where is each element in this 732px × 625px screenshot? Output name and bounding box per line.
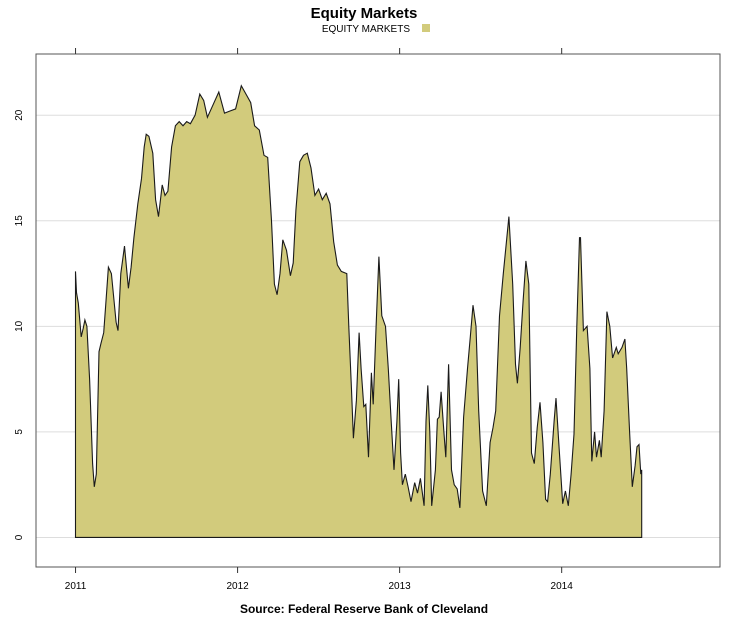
- y-tick-label: 0: [14, 534, 25, 540]
- y-tick-label: 5: [14, 429, 25, 435]
- series-area-equity-markets: [75, 85, 642, 538]
- y-tick-label: 10: [14, 320, 25, 332]
- chart-title: Equity Markets: [311, 5, 418, 22]
- plot-frame: [35, 53, 721, 568]
- legend-label: EQUITY MARKETS: [322, 24, 410, 35]
- x-tick-label: 2011: [65, 581, 87, 592]
- source-caption: Source: Federal Reserve Bank of Clevelan…: [240, 602, 488, 616]
- x-tick-label: 2013: [389, 581, 412, 592]
- legend-swatch: [422, 24, 430, 32]
- y-tick-label: 15: [14, 215, 25, 227]
- x-axis: 2011 2012 2013 2014: [65, 48, 573, 592]
- series-line-equity-markets: [74, 84, 643, 538]
- x-tick-label: 2014: [551, 581, 574, 592]
- x-tick-label: 2012: [226, 581, 249, 592]
- y-tick-label: 20: [14, 109, 25, 121]
- y-axis: 0 5 10 15 20: [14, 109, 25, 540]
